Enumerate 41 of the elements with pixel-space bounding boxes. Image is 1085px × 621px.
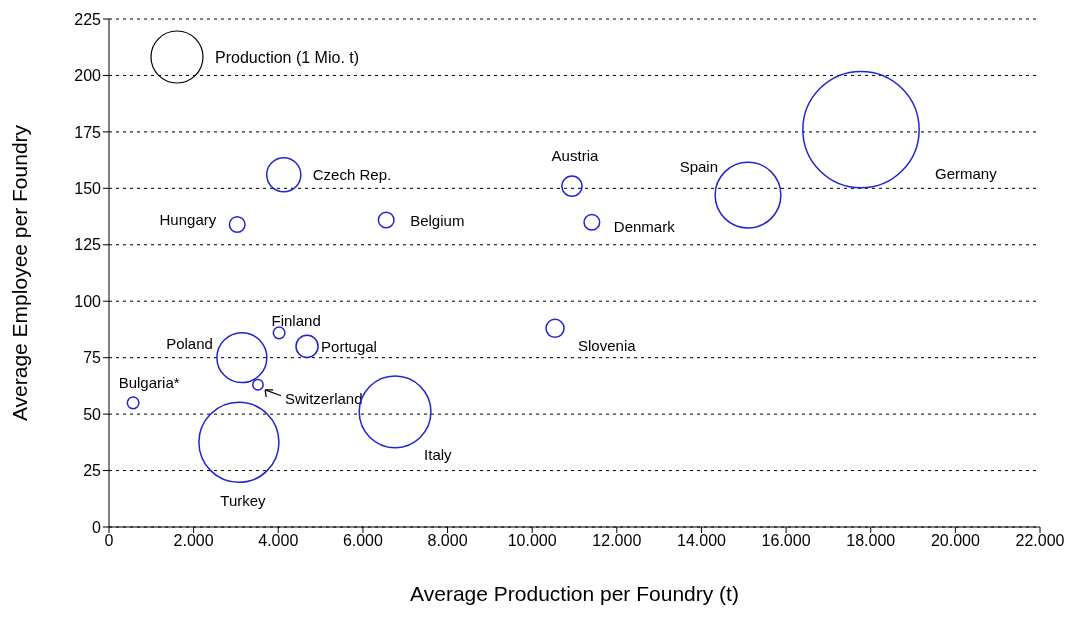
y-tick-label: 25	[83, 462, 102, 480]
x-tick-label: 4.000	[258, 532, 299, 550]
y-tick-label: 225	[74, 10, 102, 28]
x-tick-label: 12.000	[592, 532, 642, 550]
series-label: Finland	[271, 312, 321, 330]
x-tick-label: 20.000	[930, 532, 980, 550]
x-tick-label: 2.000	[173, 532, 214, 550]
x-tick-label: 18.000	[846, 532, 896, 550]
series-label: Poland	[166, 335, 213, 353]
y-tick-label: 50	[83, 405, 102, 423]
x-tick-label: 22.000	[1015, 532, 1065, 550]
series-label: Denmark	[613, 217, 676, 235]
series-label: Switzerland	[284, 390, 363, 408]
series-label: Czech Rep.	[312, 166, 392, 184]
y-tick-label: 0	[92, 518, 102, 536]
x-tick-label: 6.000	[342, 532, 384, 550]
series-label: Hungary	[159, 210, 217, 228]
legend-label: Production (1 Mio. t)	[215, 48, 360, 66]
x-tick-label: 0	[104, 532, 114, 550]
y-tick-label: 125	[74, 236, 102, 254]
x-tick-label: 14.000	[676, 532, 727, 550]
y-tick-label: 175	[74, 123, 102, 141]
y-tick-label: 75	[83, 349, 102, 367]
series-label: Slovenia	[578, 336, 637, 354]
x-tick-label: 10.000	[507, 532, 557, 550]
y-tick-label: 150	[74, 180, 102, 198]
size-legend: Production (1 Mio. t)	[143, 26, 463, 86]
series-label: Germany	[934, 165, 998, 183]
y-tick-label: 100	[74, 292, 102, 310]
y-tick-label: 200	[74, 67, 102, 85]
x-tick-label: 16.000	[761, 532, 811, 550]
series-label: Austria	[551, 146, 599, 164]
y-axis-title: Average Employee per Foundry	[8, 124, 32, 422]
series-label: Turkey	[220, 491, 267, 509]
series-label: Portugal	[321, 337, 377, 355]
x-axis-title: Average Production per Foundry (t)	[410, 582, 739, 605]
series-label: Belgium	[410, 212, 465, 230]
series-label: Spain	[679, 157, 718, 175]
x-tick-label: 8.000	[427, 532, 468, 550]
series-label: Bulgaria*	[118, 374, 180, 392]
series-label: Italy	[424, 446, 453, 464]
